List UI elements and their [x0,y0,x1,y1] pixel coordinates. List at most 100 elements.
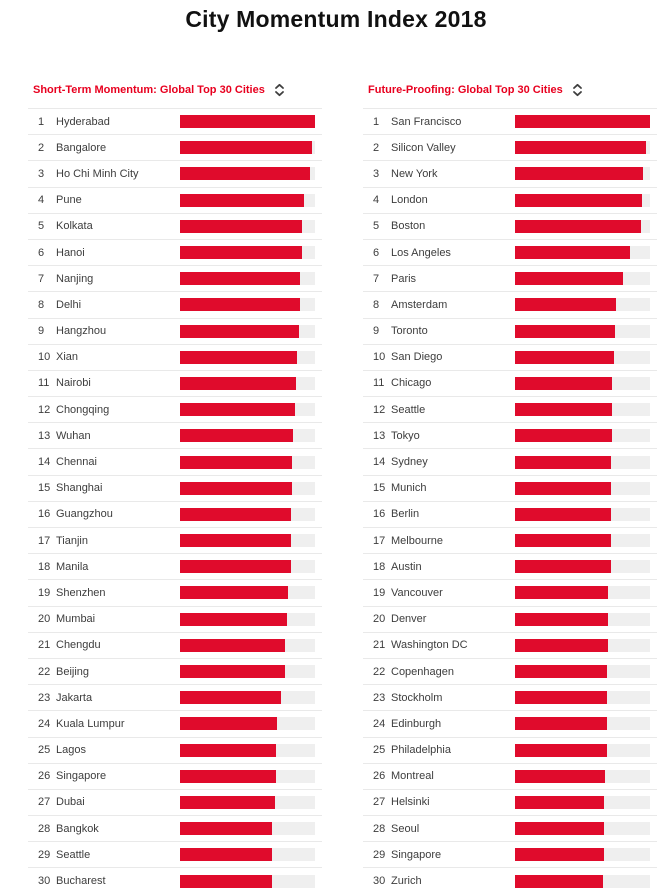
rank-label: 19 [38,586,51,599]
city-label: Shanghai [56,482,103,495]
bar-fill [180,350,298,364]
rank-label: 8 [38,298,45,311]
bar-fill [180,717,278,731]
rank-label: 7 [38,272,45,285]
bar-fill [515,324,615,338]
bar-track [180,246,315,260]
bar-track [180,638,315,652]
rank-label: 20 [38,613,51,626]
list-item: 2 Silicon Valley [363,134,657,160]
city-label: San Francisco [391,115,462,128]
bar-fill [515,167,644,181]
bar-track [515,691,650,705]
bar-fill [180,795,275,809]
city-label: Sydney [391,456,428,469]
bar-fill [515,350,614,364]
rank-label: 10 [373,351,386,364]
bar-fill [515,534,611,548]
list-item: 3 New York [363,160,657,186]
rank-label: 30 [38,875,51,888]
bar-fill [180,874,272,888]
list-item: 19 Shenzhen [28,579,322,605]
bar-fill [180,115,315,129]
rank-label: 26 [373,770,386,783]
list-item: 25 Lagos [28,736,322,763]
rank-label: 1 [38,115,45,128]
bar-track [180,429,315,443]
city-label: Copenhagen [391,665,455,678]
rank-label: 12 [373,403,386,416]
ranking-list: 1 San Francisco 2 Silicon Valley 3 New York 4 L… [363,108,657,894]
list-item: 26 Singapore [28,762,322,789]
city-label: San Diego [391,351,443,364]
rank-label: 23 [38,691,51,704]
bar-fill [515,141,646,155]
list-item: 7 Nanjing [28,265,322,291]
bar-fill [515,298,617,312]
city-label: Chicago [391,377,432,390]
bar-track [515,219,650,233]
bar-fill [515,795,605,809]
list-item: 6 Hanoi [28,238,322,265]
list-item: 25 Philadelphia [363,736,657,763]
bar-fill [180,376,297,390]
rank-label: 26 [38,770,51,783]
bar-fill [515,272,623,286]
chart-header: Future-Proofing: Global Top 30 Cities [363,72,657,108]
bar-track [180,665,315,679]
bar-fill [515,507,611,521]
city-label: Ho Chi Minh City [56,167,139,180]
city-label: Mumbai [56,613,96,626]
city-label: Denver [391,613,427,626]
bar-fill [180,219,302,233]
bar-track [180,691,315,705]
rank-label: 2 [38,141,45,154]
list-item: 11 Nairobi [28,369,322,396]
city-label: Kolkata [56,220,93,233]
city-label: Lagos [56,744,86,757]
chart-header: Short-Term Momentum: Global Top 30 Citie… [28,72,322,108]
bar-track [515,403,650,417]
list-item: 16 Guangzhou [28,500,322,527]
bar-track [515,874,650,888]
rank-label: 5 [373,220,380,233]
list-item: 1 San Francisco [363,108,657,134]
city-label: Amsterdam [391,298,448,311]
city-label: Silicon Valley [391,141,456,154]
list-item: 28 Seoul [363,815,657,841]
bar-fill [180,560,291,574]
bar-fill [515,455,611,469]
city-label: Los Angeles [391,246,451,259]
bar-track [180,874,315,888]
bar-track [180,350,315,364]
list-item: 21 Chengdu [28,631,322,658]
list-item: 7 Paris [363,265,657,291]
rank-label: 11 [38,377,50,390]
rank-label: 6 [38,246,45,259]
list-item: 4 London [363,186,657,213]
rank-label: 28 [373,822,386,835]
rank-label: 17 [373,534,386,547]
bar-track [515,665,650,679]
sort-updown-icon[interactable] [572,83,583,97]
bar-fill [180,193,305,207]
bar-track [515,298,650,312]
list-item: 8 Amsterdam [363,291,657,317]
rank-label: 5 [38,220,45,233]
rank-label: 18 [38,560,51,573]
sort-updown-icon[interactable] [274,83,285,97]
rank-label: 8 [373,298,380,311]
list-item: 17 Melbourne [363,527,657,553]
rank-label: 4 [373,194,380,207]
list-item: 1 Hyderabad [28,108,322,134]
bar-fill [515,638,609,652]
list-item: 12 Chongqing [28,396,322,422]
bar-fill [515,717,607,731]
rank-label: 13 [38,429,51,442]
list-item: 2 Bangalore [28,134,322,160]
rank-label: 3 [38,167,45,180]
city-label: Tianjin [56,534,88,547]
bar-fill [515,376,613,390]
bar-track [515,822,650,836]
